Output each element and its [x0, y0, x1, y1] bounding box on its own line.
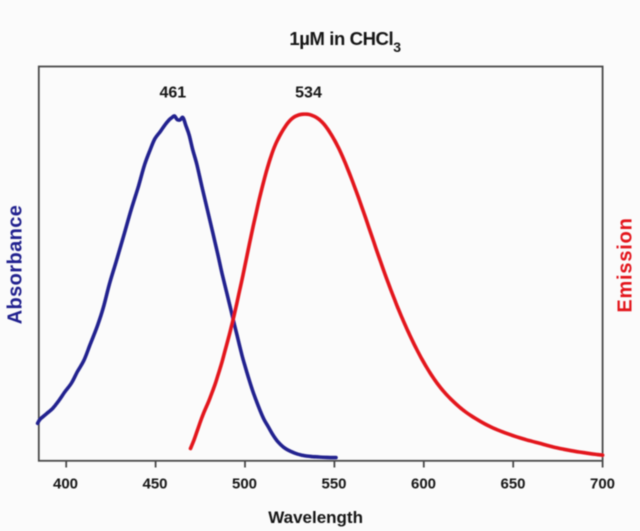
- svg-text:500: 500: [232, 476, 257, 493]
- svg-text:550: 550: [321, 476, 346, 493]
- svg-text:Absorbance: Absorbance: [5, 205, 27, 325]
- svg-text:700: 700: [590, 476, 615, 493]
- svg-text:Emission: Emission: [615, 217, 637, 312]
- svg-text:534: 534: [295, 85, 322, 102]
- svg-text:Wavelength: Wavelength: [268, 508, 363, 527]
- svg-text:600: 600: [411, 476, 436, 493]
- svg-text:400: 400: [53, 476, 78, 493]
- svg-text:450: 450: [142, 476, 167, 493]
- svg-text:461: 461: [159, 85, 186, 102]
- svg-text:650: 650: [500, 476, 525, 493]
